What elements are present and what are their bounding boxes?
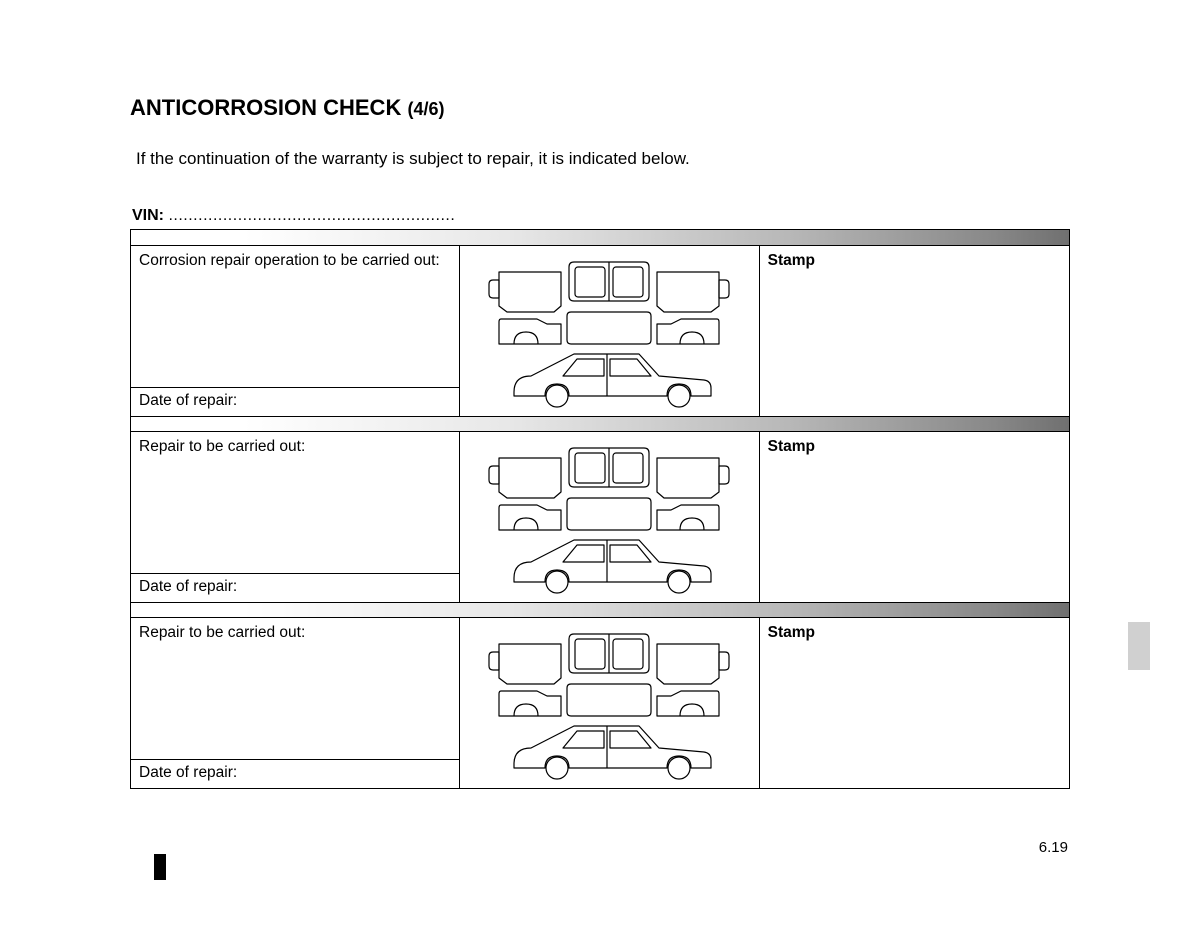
stamp-column: Stamp [760,432,1069,602]
left-column: Repair to be carried out: Date of repair… [131,618,460,788]
date-of-repair-label: Date of repair: [131,388,459,416]
page-title-row: ANTICORROSION CHECK (4/6) [130,95,1070,121]
check-section: Repair to be carried out: Date of repair… [131,618,1069,788]
diagram-column [460,618,759,788]
diagram-column [460,246,759,416]
car-body-diagram-icon [479,626,739,781]
stamp-label: Stamp [768,252,815,269]
page-title-suffix: (4/6) [407,99,444,119]
page-title: ANTICORROSION CHECK [130,95,407,120]
repair-operation-label: Corrosion repair operation to be carried… [131,246,459,388]
vin-label: VIN: [132,207,168,224]
stamp-column: Stamp [760,618,1069,788]
page-container: ANTICORROSION CHECK (4/6) If the continu… [0,0,1200,849]
stamp-label: Stamp [768,438,815,455]
form-table: Corrosion repair operation to be carried… [130,229,1070,789]
left-column: Repair to be carried out: Date of repair… [131,432,460,602]
bottom-crop-mark [154,854,166,880]
gradient-divider [131,602,1069,618]
vin-row: VIN: ...................................… [130,207,1070,225]
diagram-column [460,432,759,602]
date-of-repair-label: Date of repair: [131,574,459,602]
check-section: Repair to be carried out: Date of repair… [131,432,1069,602]
page-number: 6.19 [1039,839,1068,856]
car-body-diagram-icon [479,254,739,409]
car-body-diagram-icon [479,440,739,595]
stamp-column: Stamp [760,246,1069,416]
repair-operation-label: Repair to be carried out: [131,618,459,760]
date-of-repair-label: Date of repair: [131,760,459,788]
gradient-divider [131,416,1069,432]
repair-operation-label: Repair to be carried out: [131,432,459,574]
vin-dots: ........................................… [168,207,455,224]
left-column: Corrosion repair operation to be carried… [131,246,460,416]
gradient-divider [131,230,1069,246]
side-tab-marker [1128,622,1150,670]
page-subtitle: If the continuation of the warranty is s… [130,149,1070,169]
check-section: Corrosion repair operation to be carried… [131,246,1069,416]
stamp-label: Stamp [768,624,815,641]
